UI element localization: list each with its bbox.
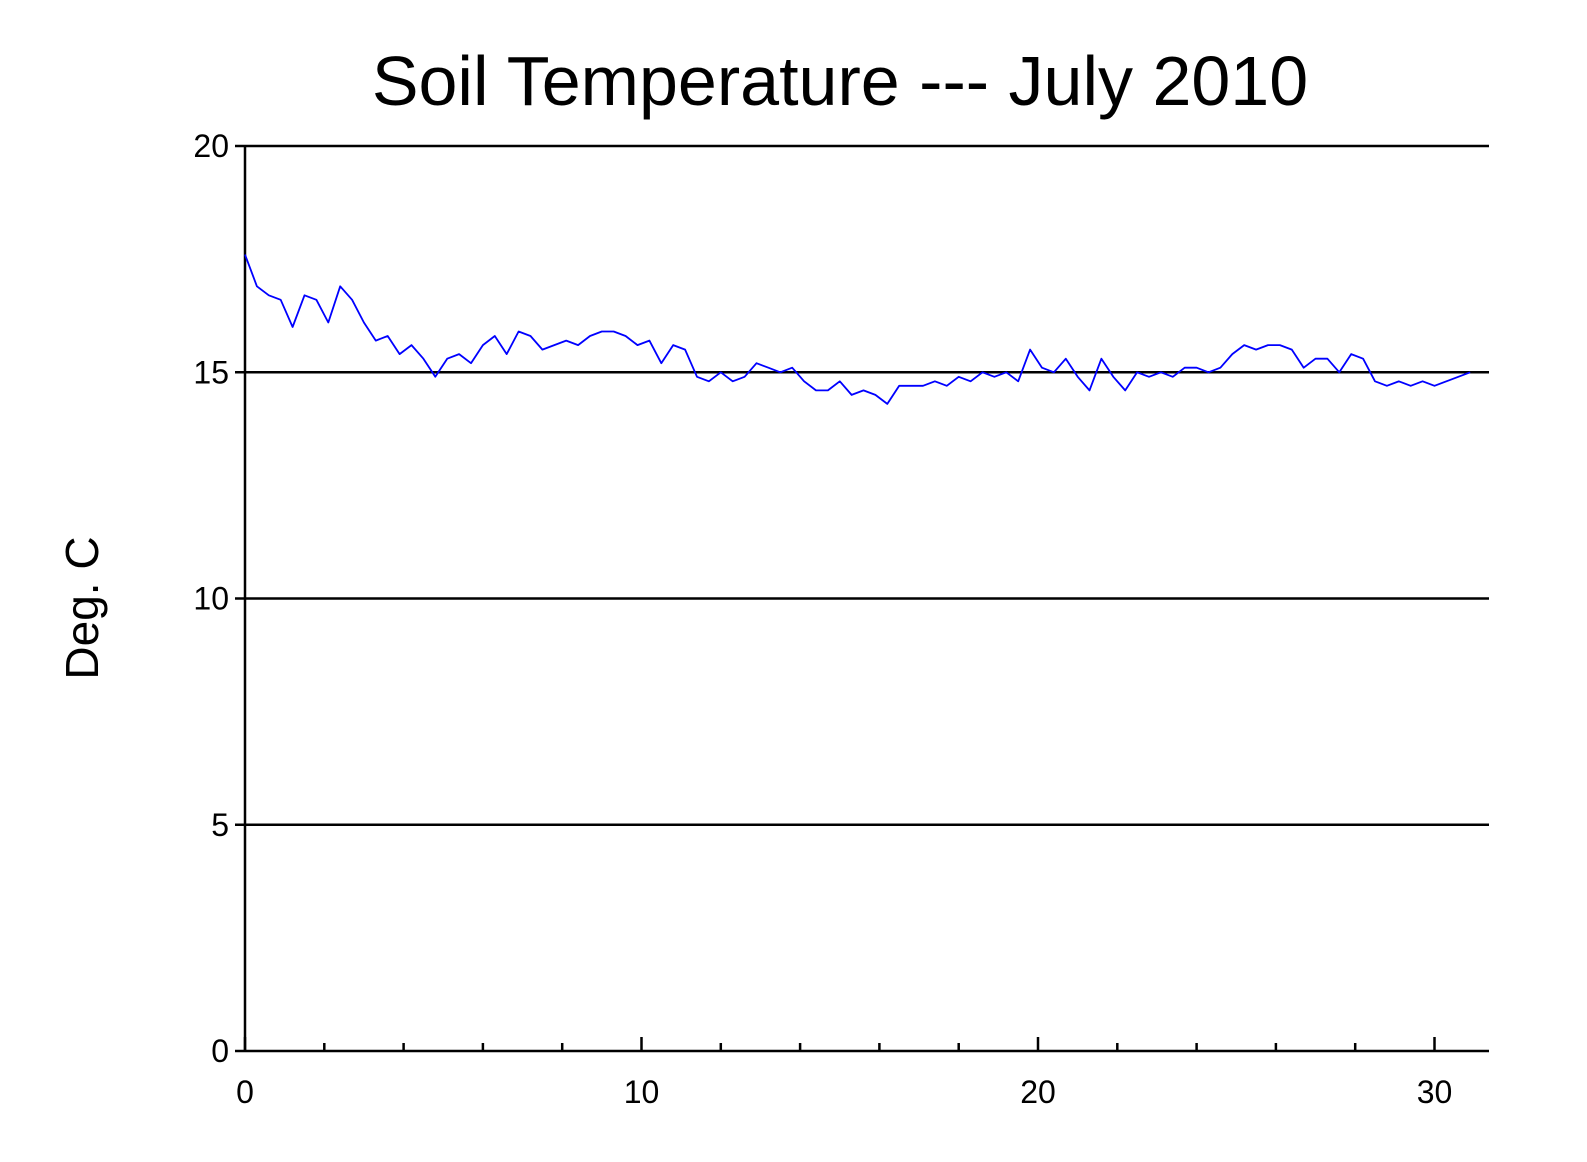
chart-title: Soil Temperature --- July 2010 (372, 42, 1308, 120)
x-tick-label-0: 0 (236, 1074, 254, 1110)
y-tick-label-20: 20 (193, 128, 229, 164)
gridlines (245, 144, 1489, 826)
x-tick-label-30: 30 (1417, 1074, 1453, 1110)
y-tick-label-10: 10 (193, 581, 229, 617)
y-tick-label-5: 5 (211, 807, 229, 843)
y-tick-label-0: 0 (211, 1033, 229, 1069)
series-line-0 (244, 254, 1471, 405)
ticks: 0 5 10 15 20 0 10 20 30 (193, 128, 1452, 1110)
y-tick-label-15: 15 (193, 354, 229, 390)
series-layer (244, 254, 1471, 405)
y-axis-label: Deg. C (56, 536, 108, 679)
x-tick-label-10: 10 (624, 1074, 660, 1110)
x-tick-label-20: 20 (1020, 1074, 1056, 1110)
